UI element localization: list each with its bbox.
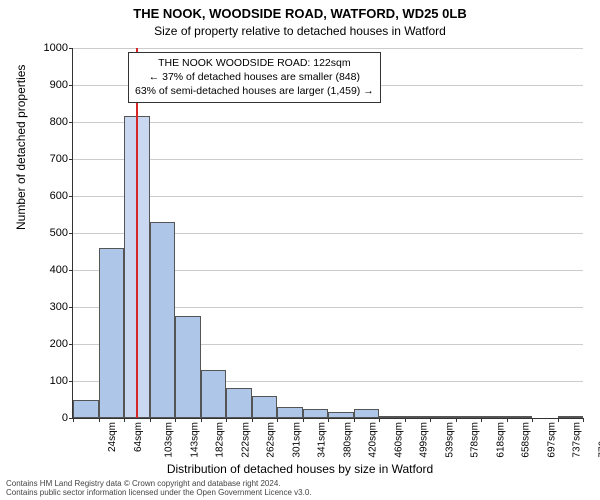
xtick-label: 301sqm <box>291 422 302 458</box>
annotation-box: THE NOOK WOODSIDE ROAD: 122sqm ← 37% of … <box>128 52 381 103</box>
xtick-label: 103sqm <box>164 422 175 458</box>
chart-container: THE NOOK, WOODSIDE ROAD, WATFORD, WD25 0… <box>0 0 600 500</box>
ytick-label: 0 <box>32 412 68 424</box>
xtick-label: 143sqm <box>189 422 200 458</box>
ytick-mark <box>69 381 73 382</box>
xtick-mark <box>532 418 533 422</box>
xtick-label: 737sqm <box>572 422 583 458</box>
histogram-bar <box>456 416 482 418</box>
xtick-mark <box>354 418 355 422</box>
xtick-label: 697sqm <box>546 422 557 458</box>
histogram-bar <box>507 416 533 418</box>
histogram-bar <box>303 409 329 418</box>
xtick-label: 420sqm <box>368 422 379 458</box>
ytick-label: 700 <box>32 153 68 165</box>
xtick-label: 341sqm <box>317 422 328 458</box>
annotation-line2: ← 37% of detached houses are smaller (84… <box>135 70 374 84</box>
gridline <box>73 48 583 49</box>
histogram-bar <box>73 400 99 419</box>
histogram-bar <box>175 316 201 418</box>
ytick-mark <box>69 307 73 308</box>
xtick-mark <box>252 418 253 422</box>
histogram-bar <box>405 416 431 418</box>
xtick-mark <box>175 418 176 422</box>
ytick-label: 300 <box>32 301 68 313</box>
xtick-mark <box>328 418 329 422</box>
histogram-bar <box>430 416 456 418</box>
xtick-mark <box>73 418 74 422</box>
histogram-bar <box>150 222 176 418</box>
xtick-mark <box>150 418 151 422</box>
ytick-mark <box>69 196 73 197</box>
xtick-label: 499sqm <box>419 422 430 458</box>
ytick-label: 400 <box>32 264 68 276</box>
ytick-label: 200 <box>32 338 68 350</box>
xtick-mark <box>226 418 227 422</box>
histogram-bar <box>201 370 227 418</box>
gridline <box>73 122 583 123</box>
histogram-bar <box>379 416 405 418</box>
xtick-mark <box>99 418 100 422</box>
footer-line1: Contains HM Land Registry data © Crown c… <box>6 479 312 489</box>
xtick-label: 222sqm <box>240 422 251 458</box>
xtick-label: 64sqm <box>133 422 144 452</box>
histogram-bar <box>328 412 354 418</box>
xtick-label: 658sqm <box>521 422 532 458</box>
xtick-label: 618sqm <box>495 422 506 458</box>
xtick-mark <box>430 418 431 422</box>
xtick-label: 578sqm <box>470 422 481 458</box>
histogram-bar <box>99 248 125 418</box>
ytick-mark <box>69 122 73 123</box>
ytick-label: 800 <box>32 116 68 128</box>
footer-attribution: Contains HM Land Registry data © Crown c… <box>6 479 312 498</box>
histogram-bar <box>252 396 278 418</box>
ytick-label: 600 <box>32 190 68 202</box>
xtick-mark <box>201 418 202 422</box>
histogram-bar <box>277 407 303 418</box>
histogram-bar <box>354 409 380 418</box>
xtick-mark <box>481 418 482 422</box>
ytick-label: 100 <box>32 375 68 387</box>
xtick-mark <box>379 418 380 422</box>
xtick-mark <box>405 418 406 422</box>
xtick-label: 24sqm <box>107 422 118 452</box>
xtick-label: 182sqm <box>215 422 226 458</box>
ytick-mark <box>69 270 73 271</box>
xtick-mark <box>303 418 304 422</box>
xtick-mark <box>124 418 125 422</box>
y-axis-label: Number of detached properties <box>14 65 28 230</box>
ytick-mark <box>69 159 73 160</box>
footer-line2: Contains public sector information licen… <box>6 488 312 498</box>
ytick-mark <box>69 85 73 86</box>
xtick-label: 460sqm <box>393 422 404 458</box>
plot-area: 24sqm64sqm103sqm143sqm182sqm222sqm262sqm… <box>72 48 583 419</box>
xtick-label: 380sqm <box>342 422 353 458</box>
ytick-mark <box>69 48 73 49</box>
histogram-bar <box>226 388 252 418</box>
ytick-label: 900 <box>32 79 68 91</box>
xtick-label: 262sqm <box>266 422 277 458</box>
xtick-label: 539sqm <box>444 422 455 458</box>
xtick-mark <box>507 418 508 422</box>
annotation-line1: THE NOOK WOODSIDE ROAD: 122sqm <box>135 56 374 70</box>
annotation-line3: 63% of semi-detached houses are larger (… <box>135 84 374 98</box>
marker-line <box>136 48 138 418</box>
x-axis-label: Distribution of detached houses by size … <box>0 462 600 476</box>
xtick-mark <box>583 418 584 422</box>
ytick-label: 500 <box>32 227 68 239</box>
sub-title: Size of property relative to detached ho… <box>0 24 600 38</box>
main-title: THE NOOK, WOODSIDE ROAD, WATFORD, WD25 0… <box>0 6 600 21</box>
xtick-mark <box>558 418 559 422</box>
histogram-bar <box>558 416 584 418</box>
ytick-mark <box>69 233 73 234</box>
ytick-mark <box>69 344 73 345</box>
ytick-label: 1000 <box>32 42 68 54</box>
gridline <box>73 159 583 160</box>
histogram-bar <box>481 416 507 418</box>
xtick-mark <box>277 418 278 422</box>
xtick-mark <box>456 418 457 422</box>
gridline <box>73 196 583 197</box>
